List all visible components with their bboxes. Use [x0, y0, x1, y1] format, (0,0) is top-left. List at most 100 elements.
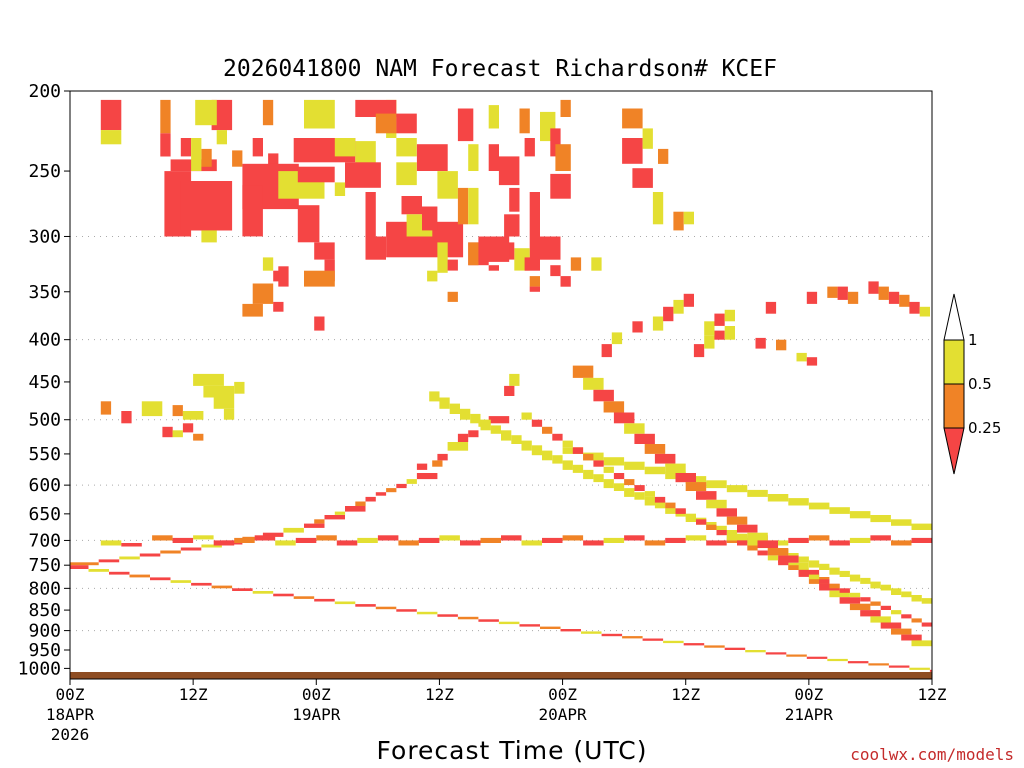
ri-cell [778, 555, 799, 563]
ri-cell [355, 604, 376, 607]
ri-cell [888, 665, 910, 668]
x-tick-label: 00Z [302, 685, 331, 704]
ri-cell [622, 138, 643, 164]
ri-cell [581, 631, 602, 634]
ri-cell [665, 505, 676, 514]
ri-cell [314, 519, 325, 524]
ri-cell [70, 562, 99, 566]
ri-cell [683, 643, 705, 646]
ri-cell [334, 601, 356, 605]
ri-cell [437, 453, 448, 461]
ri-cell [808, 574, 820, 580]
ri-cell [685, 482, 707, 491]
x-tick-label: 00Z [56, 685, 85, 704]
ri-cell [921, 598, 932, 604]
ri-cell [827, 658, 848, 662]
ri-cell [624, 488, 635, 497]
ri-cell [593, 460, 604, 467]
ri-cell [603, 479, 614, 489]
ri-cell [911, 537, 932, 543]
ri-cell [406, 479, 417, 484]
ri-cell [652, 192, 664, 225]
ri-cell [572, 464, 584, 473]
ri-cell [716, 525, 727, 533]
ri-cell [396, 138, 417, 157]
ri-cell [386, 488, 397, 493]
ri-cell [632, 321, 643, 333]
ri-cell [304, 270, 335, 287]
ri-cell [654, 453, 676, 464]
ri-cell [521, 412, 532, 420]
ri-cell [439, 535, 460, 541]
ri-cell [314, 316, 325, 331]
ri-cell [355, 501, 366, 506]
ri-cell [624, 423, 645, 434]
y-tick-label: 250 [28, 161, 61, 182]
ri-cell [899, 294, 910, 307]
ri-cell [837, 286, 848, 300]
ri-cell [98, 559, 120, 563]
ri-cell [416, 611, 438, 615]
ri-cell [849, 574, 861, 582]
ri-cell [141, 401, 163, 417]
ri-cell [675, 508, 686, 514]
ri-cell [504, 214, 520, 237]
ri-cell [642, 128, 653, 149]
ri-cell [654, 496, 666, 503]
y-tick-label: 200 [28, 81, 61, 102]
ri-cell [375, 113, 397, 134]
ri-cell [891, 519, 912, 526]
ri-cell [665, 502, 676, 509]
ri-cell [550, 265, 561, 277]
ri-cell [334, 511, 346, 515]
ri-cell [829, 507, 850, 514]
ri-cell [524, 257, 540, 271]
ri-cell [716, 508, 737, 517]
ri-cell [365, 192, 376, 237]
ri-cell [223, 408, 235, 420]
ri-cell [447, 442, 469, 451]
legend-above-1 [943, 293, 965, 341]
ri-cell [747, 545, 758, 551]
ri-cell [706, 524, 717, 530]
x-tick-label: 00Z [548, 685, 577, 704]
ri-cell [911, 523, 932, 530]
ri-cell [860, 577, 871, 584]
ri-cell [550, 128, 561, 157]
ri-cell [416, 463, 428, 470]
x-tick-label: 00Z [794, 685, 823, 704]
ri-cell [685, 513, 696, 520]
y-tick-label: 1000 [18, 658, 61, 679]
ri-cell [336, 540, 358, 546]
ri-cell [911, 618, 922, 623]
ri-cell [901, 614, 912, 619]
ri-cell [396, 113, 417, 134]
ri-cell [468, 187, 479, 225]
ri-cell [601, 633, 623, 637]
ri-cell [121, 411, 132, 424]
legend-threshold-label: 0.5 [968, 375, 992, 393]
ri-cell [644, 540, 666, 546]
ri-cell [278, 266, 289, 287]
ri-cell [654, 500, 666, 509]
ri-cell [839, 570, 850, 577]
ri-cell [498, 156, 520, 186]
y-tick-label: 550 [28, 444, 61, 465]
y-tick-label: 850 [28, 600, 61, 621]
ri-cell [457, 108, 474, 142]
y-tick-label: 350 [28, 282, 61, 303]
ri-cell [432, 460, 443, 467]
x-axis-label: Forecast Time (UTC) [377, 736, 648, 765]
ri-cell [504, 385, 515, 396]
ri-cell [675, 473, 696, 483]
ri-cell [704, 335, 715, 349]
y-tick-label: 950 [28, 640, 61, 661]
ri-cell [501, 535, 522, 541]
ri-cell [398, 540, 419, 546]
ri-cell [613, 412, 635, 424]
ri-cell [685, 535, 707, 541]
ri-cell [213, 540, 235, 546]
y-tick-label: 300 [28, 226, 61, 247]
